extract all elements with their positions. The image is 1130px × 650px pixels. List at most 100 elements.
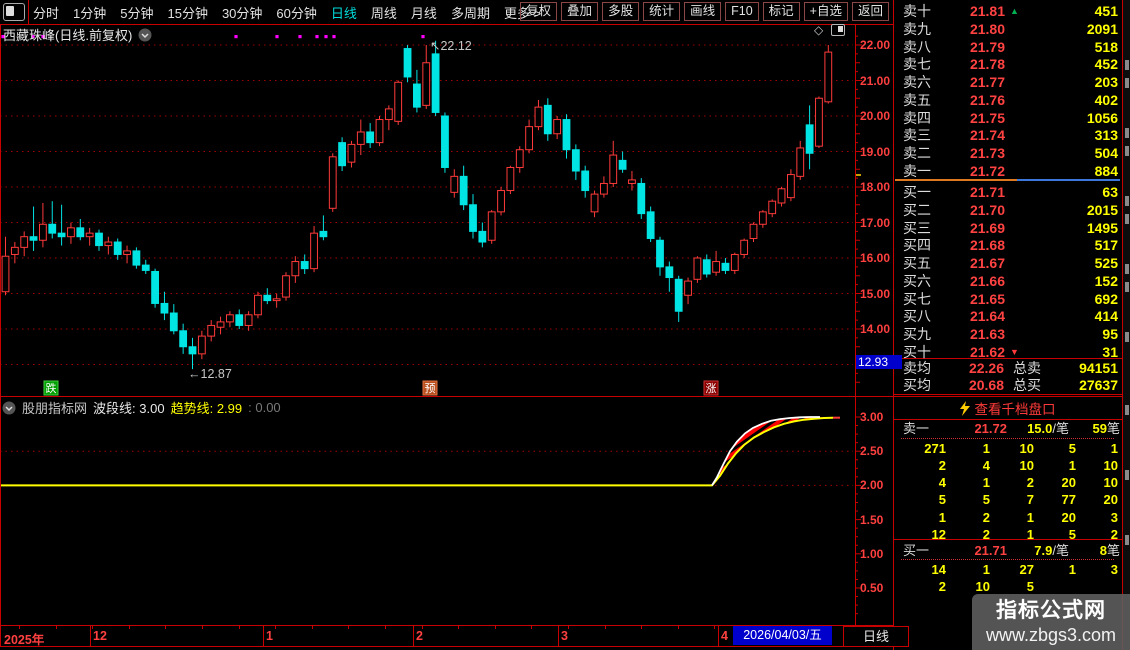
tool-button[interactable]: 复权 xyxy=(520,2,558,21)
prev-close-tick xyxy=(855,174,861,176)
chevron-down-icon[interactable] xyxy=(138,28,152,42)
glyph-fragment xyxy=(1125,196,1129,206)
buy-queue-summary: 买一 21.71 7.9/笔 8笔 xyxy=(903,542,1120,558)
chart-title-text: 西藏珠峰(日线.前复权) xyxy=(3,28,133,43)
glyph-fragment xyxy=(1125,146,1129,156)
period-label-box[interactable]: 日线 xyxy=(843,626,909,647)
tool-button[interactable]: 返回 xyxy=(851,2,889,21)
order-book-buy-row[interactable]: 买十 21.62 ▼ 31 xyxy=(903,343,1118,360)
glyph-fragment xyxy=(1125,332,1129,342)
order-book-buy-row[interactable]: 买二 21.70 2015 xyxy=(903,201,1118,218)
buy-queue-row: 2 10 5 xyxy=(938,578,1034,594)
indicator-axis-label: 2.00 xyxy=(860,478,884,493)
order-book-sell-row[interactable]: 卖十 21.81 ▲ 451 xyxy=(903,3,1118,19)
order-book-buy-row[interactable]: 买一 21.71 63 xyxy=(903,184,1118,200)
order-book-sell-row[interactable]: 卖九 21.80 2091 xyxy=(903,20,1118,37)
indicator-name: 股朋指标网 xyxy=(22,401,88,416)
dotted-separator xyxy=(901,559,1114,560)
order-book-buy-row[interactable]: 买六 21.66 152 xyxy=(903,272,1118,289)
date-tick xyxy=(165,625,167,629)
period-tab[interactable]: 15分钟 xyxy=(167,5,208,21)
dotted-separator xyxy=(901,438,1114,439)
chart-corner-icons: ◇ xyxy=(814,23,846,37)
order-book-buy-row[interactable]: 买九 21.63 95 xyxy=(903,326,1118,342)
indicator-axis-label: 1.50 xyxy=(860,512,884,527)
date-tick xyxy=(494,625,496,629)
order-book-buy-row[interactable]: 买五 21.67 525 xyxy=(903,255,1118,271)
divider xyxy=(893,539,1122,540)
buy-queue-row: 14 1 27 1 3 xyxy=(931,561,1118,577)
period-tab[interactable]: 30分钟 xyxy=(221,5,263,21)
order-book-buy-row[interactable]: 买三 21.69 1495 xyxy=(903,219,1118,236)
candlestick-chart[interactable]: ↖22.12 ←12.87 跌 预 涨 xyxy=(0,0,855,397)
glyph-fragment xyxy=(1125,282,1129,292)
date-tick xyxy=(458,625,460,629)
lightning-icon xyxy=(959,400,970,416)
top-menu-bar: 分时 1分钟 5分钟 15分钟 30分钟 60分钟 日线 周线 月线 多周期 更多 > 复权 叠加 多股… xyxy=(0,0,893,24)
view-full-depth-button[interactable]: 查看千档盘口 xyxy=(893,397,1122,420)
period-tab[interactable]: 5分钟 xyxy=(120,5,154,21)
order-book-sell-row[interactable]: 卖六 21.77 203 xyxy=(903,74,1118,90)
period-tab[interactable]: 分时 xyxy=(33,5,60,21)
order-book-sell-row[interactable]: 卖八 21.79 518 xyxy=(903,38,1118,55)
tool-button[interactable]: 叠加 xyxy=(561,2,599,21)
month-separator xyxy=(718,625,719,647)
order-book-buy-row[interactable]: 买八 21.64 414 xyxy=(903,308,1118,325)
sell-queue-row: 5 5 7 77 20 xyxy=(938,492,1118,508)
date-tick xyxy=(348,625,350,629)
period-menu: 分时 1分钟 5分钟 15分钟 30分钟 60分钟 日线 周线 月线 多周期 更多 > xyxy=(33,0,541,24)
period-tab[interactable]: 60分钟 xyxy=(276,5,317,21)
svg-text:↖22.12: ↖22.12 xyxy=(430,39,472,53)
tool-button[interactable]: 多股 xyxy=(602,2,640,21)
order-book-buy-row[interactable]: 买四 21.68 517 xyxy=(903,237,1118,254)
order-book-sell-row[interactable]: 卖一 21.72 884 xyxy=(903,162,1118,179)
indicator-chart[interactable] xyxy=(0,397,855,625)
date-tick xyxy=(677,625,679,629)
price-axis-label: 18.00 xyxy=(860,180,891,194)
period-tab[interactable]: 多周期 xyxy=(450,5,490,21)
tool-button[interactable]: 统计 xyxy=(643,2,681,21)
price-axis-label: 14.00 xyxy=(860,322,891,336)
split-pane-icon[interactable] xyxy=(831,24,846,36)
tool-button[interactable]: 画线 xyxy=(684,2,722,21)
order-book-sell-row[interactable]: 卖五 21.76 402 xyxy=(903,91,1118,108)
order-book-sell-row[interactable]: 卖二 21.73 504 xyxy=(903,145,1118,161)
layout-toggle-icon[interactable] xyxy=(3,3,25,21)
period-tab[interactable]: 日线 xyxy=(330,5,357,21)
date-tick xyxy=(202,625,203,629)
period-tab[interactable]: 周线 xyxy=(370,5,397,21)
order-book-sell-row[interactable]: 卖四 21.75 1056 xyxy=(903,109,1118,126)
date-axis[interactable]: 2025年 12 1 2 3 4 2026/04/03/五 xyxy=(0,625,893,649)
date-tick xyxy=(238,625,240,629)
date-tick xyxy=(92,625,94,629)
right-sidebar-strip[interactable] xyxy=(1122,0,1130,650)
order-book-sell-row[interactable]: 卖七 21.78 452 xyxy=(903,56,1118,73)
date-tick xyxy=(385,625,386,629)
chevron-down-icon[interactable] xyxy=(2,401,16,415)
tool-button[interactable]: 标记 xyxy=(762,2,800,21)
tool-button[interactable]: +自选 xyxy=(803,2,848,21)
sell-average-row: 卖均 22.26 总卖 94151 xyxy=(903,360,1118,376)
date-tick xyxy=(275,625,277,629)
diamond-icon[interactable]: ◇ xyxy=(814,23,824,37)
buy-average-row: 买均 20.68 总买 27637 xyxy=(903,377,1118,393)
down-arrow-icon: ▼ xyxy=(1010,346,1019,357)
price-axis-label: 20.00 xyxy=(860,109,891,123)
order-book: 卖十 21.81 ▲ 451 卖九 21.80 2091 卖八 21.79 518 卖七 21.78 4… xyxy=(893,0,1122,396)
order-book-buy-row[interactable]: 买七 21.65 692 xyxy=(903,290,1118,307)
extra-value: : 0.00 xyxy=(248,400,281,415)
sell-queue-row: 4 1 2 20 10 xyxy=(938,475,1118,491)
indicator-axis-label: 2.50 xyxy=(860,444,884,459)
tool-button[interactable]: F10 xyxy=(725,2,759,21)
chart-title: 西藏珠峰(日线.前复权) xyxy=(3,25,152,44)
date-label: 3 xyxy=(561,629,568,643)
order-book-sell-row[interactable]: 卖三 21.74 313 xyxy=(903,127,1118,144)
indicator-header: 股朋指标网 波段线: 3.00 趋势线: 2.99 : 0.00 xyxy=(2,398,281,417)
period-tab[interactable]: 1分钟 xyxy=(73,5,107,21)
date-tick xyxy=(19,625,20,629)
indicator-axis-label: 3.00 xyxy=(860,410,884,424)
period-tab[interactable]: 月线 xyxy=(410,5,437,21)
period-tab[interactable]: 更多 > xyxy=(503,5,542,21)
up-arrow-icon: ▲ xyxy=(1010,6,1019,16)
